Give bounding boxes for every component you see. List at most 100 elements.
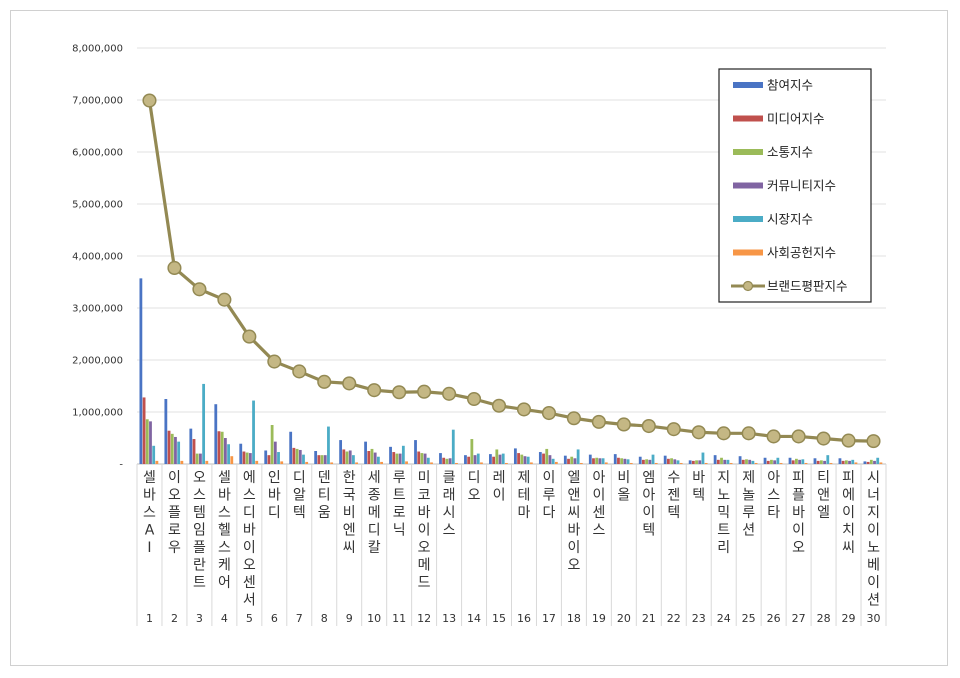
bar xyxy=(691,460,695,464)
bar xyxy=(192,439,196,464)
bar xyxy=(139,278,143,464)
bar xyxy=(879,462,883,464)
x-rank-label: 30 xyxy=(867,612,881,625)
x-rank-label: 8 xyxy=(321,612,328,625)
bar xyxy=(804,462,808,464)
x-rank-label: 2 xyxy=(171,612,178,625)
bar xyxy=(729,462,733,464)
bar xyxy=(352,455,355,464)
bar xyxy=(673,459,677,464)
bar xyxy=(529,462,533,464)
bar xyxy=(264,450,268,464)
bar xyxy=(876,457,880,464)
bar xyxy=(273,441,277,464)
bar xyxy=(480,462,483,464)
bar xyxy=(588,454,592,464)
bar xyxy=(617,457,620,464)
bar xyxy=(177,441,181,464)
bar xyxy=(538,452,542,464)
bar xyxy=(445,458,449,464)
bar xyxy=(373,452,377,464)
bar xyxy=(205,460,209,464)
bar xyxy=(766,460,770,464)
x-rank-label: 20 xyxy=(617,612,631,625)
x-rank-label: 6 xyxy=(271,612,278,625)
bar xyxy=(355,462,359,464)
bar xyxy=(426,457,430,464)
bar xyxy=(642,459,645,464)
legend-line-marker xyxy=(742,280,754,292)
line-point xyxy=(841,433,856,448)
line-point xyxy=(367,383,382,398)
bar xyxy=(302,454,305,464)
line-point xyxy=(317,374,332,389)
bar xyxy=(252,400,255,464)
line-point xyxy=(716,426,731,441)
bar xyxy=(245,452,249,464)
bar xyxy=(392,452,396,464)
line-point xyxy=(292,364,307,379)
bar xyxy=(601,458,605,464)
bar xyxy=(267,455,271,464)
bar xyxy=(455,462,458,464)
bar xyxy=(320,455,324,464)
x-rank-label: 11 xyxy=(392,612,406,625)
bar xyxy=(517,453,520,464)
bar xyxy=(869,459,873,464)
legend-swatch xyxy=(733,182,763,189)
bar xyxy=(470,439,474,464)
bar xyxy=(467,456,471,464)
bar xyxy=(813,458,817,464)
line-point xyxy=(816,431,831,446)
x-rank-label: 16 xyxy=(517,612,531,625)
line-point xyxy=(616,417,631,432)
bar xyxy=(174,436,177,464)
bar xyxy=(754,462,758,464)
bar xyxy=(376,456,380,464)
x-rank-label: 29 xyxy=(842,612,856,625)
bar xyxy=(638,456,642,464)
bar xyxy=(189,428,193,464)
bar xyxy=(164,399,168,464)
bar xyxy=(367,451,371,464)
bar xyxy=(791,460,795,464)
bar xyxy=(339,440,343,464)
bar xyxy=(648,459,652,464)
bar xyxy=(695,460,698,464)
bar xyxy=(395,453,399,464)
bar xyxy=(688,460,692,464)
y-tick-label: 2,000,000 xyxy=(72,356,123,367)
legend-label: 미디어지수 xyxy=(767,111,825,126)
bar xyxy=(398,453,402,464)
x-rank-label: 1 xyxy=(146,612,153,625)
bar xyxy=(389,446,392,464)
bar xyxy=(863,461,867,464)
bar xyxy=(823,460,826,464)
legend-label: 브랜드평판지수 xyxy=(767,279,848,294)
line-point xyxy=(342,376,357,391)
x-rank-label: 9 xyxy=(346,612,353,625)
bar xyxy=(439,453,442,464)
bar xyxy=(370,448,374,464)
bar xyxy=(670,458,673,464)
bar xyxy=(579,462,583,464)
line-point xyxy=(566,411,581,426)
bar xyxy=(841,460,845,464)
bar xyxy=(866,461,870,464)
bar xyxy=(145,419,149,464)
y-tick-label: 4,000,000 xyxy=(72,252,123,263)
x-rank-label: 24 xyxy=(717,612,731,625)
bar xyxy=(323,455,327,464)
bar xyxy=(604,462,608,464)
bar xyxy=(666,458,670,464)
